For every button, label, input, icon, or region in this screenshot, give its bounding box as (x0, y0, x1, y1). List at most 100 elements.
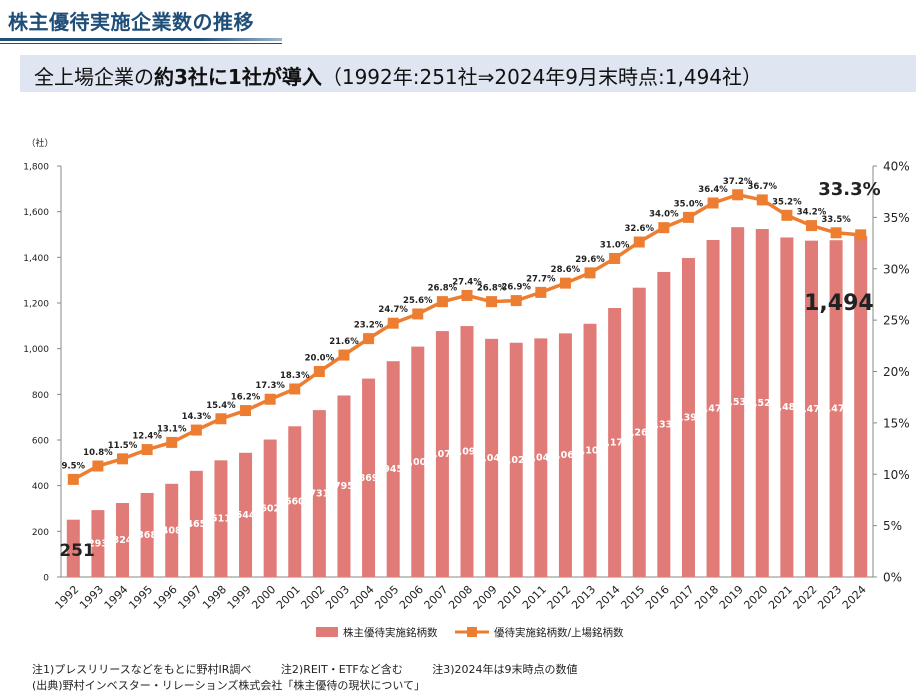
ratio-label-2008: 27.4% (452, 277, 482, 287)
ratio-label-2001: 18.3% (280, 371, 310, 381)
bar-label-2022: 1,473 (796, 404, 826, 415)
ratio-label-1995: 12.4% (132, 432, 162, 442)
x-tick-label-2005: 2005 (372, 583, 401, 612)
bar-1994 (116, 503, 130, 577)
bar-label-2003: 795 (334, 481, 354, 492)
bar-2003 (337, 395, 351, 577)
summary-banner: 全上場企業の約3社に1社が導入（1992年:251社⇒2024年9月末時点:1,… (20, 55, 916, 92)
x-tick-label-2014: 2014 (594, 583, 623, 612)
ratio-label-2010: 26.9% (501, 283, 531, 293)
ratio-label-1998: 15.4% (206, 401, 236, 411)
ratio-marker-2006 (412, 308, 424, 320)
y-tick-label-right: 0% (883, 571, 902, 585)
ratio-marker-1996 (166, 436, 178, 448)
banner-text-part1: 全上場企業の (34, 65, 154, 89)
bar-2004 (362, 378, 376, 577)
legend-label-line: 優待実施銘柄数/上場銘柄数 (494, 626, 624, 639)
bar-label-1996: 408 (162, 525, 182, 536)
ratio-label-2000: 17.3% (255, 381, 285, 391)
title-underline (0, 38, 282, 41)
bar-label-2014: 1,178 (600, 438, 630, 449)
ratio-label-2013: 29.6% (575, 255, 605, 265)
bar-1993 (91, 510, 105, 577)
bar-label-2020: 1,524 (747, 398, 777, 409)
x-tick-label-1999: 1999 (225, 583, 254, 612)
ratio-label-2016: 34.0% (649, 210, 679, 220)
y-tick-label-left: 0 (43, 574, 49, 584)
page-title: 株主優待実施企業数の推移 (8, 10, 254, 34)
ratio-label-2011: 27.7% (526, 274, 556, 284)
bar-label-2019: 1,532 (723, 397, 753, 408)
y-tick-label-left: 400 (32, 482, 49, 492)
ratio-label-2017: 35.0% (674, 199, 704, 209)
bar-label-2015: 1,267 (624, 427, 654, 438)
ratio-marker-2024 (855, 229, 867, 241)
x-tick-label-2010: 2010 (495, 583, 524, 612)
bar-label-2012: 1,067 (550, 450, 580, 461)
x-tick-label-2001: 2001 (274, 583, 303, 612)
ratio-marker-1999 (240, 405, 252, 417)
bar-label-2008: 1,099 (452, 447, 482, 458)
y-tick-label-right: 15% (883, 416, 910, 430)
bar-2015 (632, 287, 646, 577)
ratio-marker-2021 (781, 209, 793, 221)
bar-label-2018: 1,476 (698, 403, 728, 414)
bar-label-1995: 368 (137, 530, 157, 541)
x-tick-label-2002: 2002 (298, 583, 327, 612)
x-tick-label-2019: 2019 (717, 583, 746, 612)
ratio-marker-2011 (535, 286, 547, 298)
legend-label-bar: 株主優待実施銘柄数 (343, 626, 438, 639)
bar-1998 (214, 460, 228, 577)
x-tick-label-1997: 1997 (175, 583, 204, 612)
ratio-label-2009: 26.8% (477, 284, 507, 294)
y-tick-label-left: 600 (32, 437, 49, 447)
ratio-label-2019: 37.2% (723, 177, 753, 187)
y-tick-label-right: 35% (883, 211, 910, 225)
x-tick-label-1996: 1996 (151, 583, 180, 612)
bar-2000 (263, 439, 277, 577)
ratio-label-2005: 24.7% (378, 305, 408, 315)
bar-label-1993: 293 (88, 539, 108, 550)
ratio-label-2023: 33.5% (821, 215, 851, 225)
bar-label-2013: 1,109 (575, 445, 605, 456)
x-tick-label-2004: 2004 (348, 583, 377, 612)
source-note: (出典)野村インベスター・リレーションズ株式会社「株主優待の現状について」 (32, 679, 426, 692)
ratio-marker-1993 (92, 460, 104, 472)
title-underline-thin (0, 43, 282, 44)
notes-line: 注1)プレスリリースなどをもとに野村IR調べ 注2)REIT・ETFなど含む 注… (32, 661, 604, 677)
x-tick-label-2017: 2017 (668, 583, 697, 612)
bar-label-2024: 1,494 (804, 291, 874, 316)
ratio-label-2012: 28.6% (551, 265, 581, 275)
bar-label-1998: 511 (211, 514, 231, 525)
legend-swatch-line-marker (467, 627, 477, 637)
banner-text: 全上場企業の約3社に1社が導入（1992年:251社⇒2024年9月末時点:1,… (34, 61, 762, 90)
ratio-marker-1992 (67, 473, 79, 485)
bar-label-1992: 251 (59, 541, 95, 561)
bar-2024 (854, 235, 868, 577)
x-tick-label-2023: 2023 (815, 583, 844, 612)
note-1: 注1)プレスリリースなどをもとに野村IR調べ (32, 663, 252, 676)
ratio-marker-2000 (264, 393, 276, 405)
ratio-marker-2002 (313, 366, 325, 377)
bar-2020 (755, 229, 769, 577)
banner-text-part3: （1992年:251社⇒2024年9月末時点:1,494社） (321, 65, 763, 89)
x-tick-label-2006: 2006 (397, 583, 426, 612)
bar-label-1994: 324 (113, 535, 133, 546)
bar-2021 (780, 237, 794, 578)
bar-label-2023: 1,475 (821, 404, 851, 415)
ratio-marker-1997 (190, 424, 202, 436)
x-tick-label-2008: 2008 (446, 583, 475, 612)
bar-label-2016: 1,336 (649, 419, 679, 430)
bar-2009 (485, 338, 499, 577)
x-tick-label-2015: 2015 (618, 583, 647, 612)
ratio-marker-2012 (559, 277, 571, 289)
y-axis-unit-label: （社） (26, 137, 53, 149)
ratio-label-2015: 32.6% (624, 224, 654, 234)
bar-2017 (681, 258, 695, 577)
bar-label-2002: 731 (309, 489, 329, 500)
x-tick-label-2016: 2016 (643, 583, 672, 612)
y-tick-label-left: 1,200 (23, 300, 49, 310)
y-tick-label-right: 40% (883, 160, 910, 174)
bar-label-1997: 465 (186, 519, 206, 530)
